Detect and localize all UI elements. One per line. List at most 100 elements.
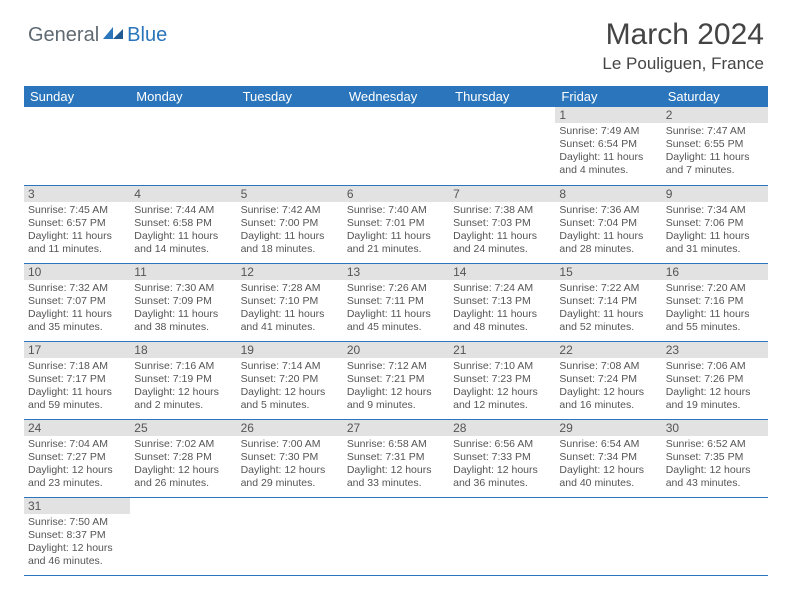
day-number: 8 (555, 186, 661, 202)
calendar-day-cell: 15Sunrise: 7:22 AMSunset: 7:14 PMDayligh… (555, 263, 661, 341)
flag-icon (103, 25, 125, 46)
day-number: 16 (662, 264, 768, 280)
calendar-table: SundayMondayTuesdayWednesdayThursdayFrid… (24, 86, 768, 576)
calendar-day-cell: 6Sunrise: 7:40 AMSunset: 7:01 PMDaylight… (343, 185, 449, 263)
calendar-day-cell: 16Sunrise: 7:20 AMSunset: 7:16 PMDayligh… (662, 263, 768, 341)
calendar-day-cell: 1Sunrise: 7:49 AMSunset: 6:54 PMDaylight… (555, 107, 661, 185)
day-content: Sunrise: 7:34 AMSunset: 7:06 PMDaylight:… (662, 202, 768, 261)
calendar-day-cell: 25Sunrise: 7:02 AMSunset: 7:28 PMDayligh… (130, 419, 236, 497)
calendar-day-cell: 23Sunrise: 7:06 AMSunset: 7:26 PMDayligh… (662, 341, 768, 419)
day-content: Sunrise: 7:30 AMSunset: 7:09 PMDaylight:… (130, 280, 236, 339)
calendar-day-cell: 10Sunrise: 7:32 AMSunset: 7:07 PMDayligh… (24, 263, 130, 341)
calendar-week-row: 3Sunrise: 7:45 AMSunset: 6:57 PMDaylight… (24, 185, 768, 263)
calendar-day-cell: 27Sunrise: 6:58 AMSunset: 7:31 PMDayligh… (343, 419, 449, 497)
calendar-day-cell: 12Sunrise: 7:28 AMSunset: 7:10 PMDayligh… (237, 263, 343, 341)
day-content: Sunrise: 7:12 AMSunset: 7:21 PMDaylight:… (343, 358, 449, 417)
calendar-day-cell: 24Sunrise: 7:04 AMSunset: 7:27 PMDayligh… (24, 419, 130, 497)
day-number: 29 (555, 420, 661, 436)
calendar-day-cell (237, 107, 343, 185)
day-number: 12 (237, 264, 343, 280)
weekday-header: Wednesday (343, 86, 449, 107)
calendar-day-cell: 30Sunrise: 6:52 AMSunset: 7:35 PMDayligh… (662, 419, 768, 497)
day-number: 9 (662, 186, 768, 202)
calendar-day-cell: 3Sunrise: 7:45 AMSunset: 6:57 PMDaylight… (24, 185, 130, 263)
day-number (24, 107, 130, 123)
day-number: 6 (343, 186, 449, 202)
calendar-week-row: 10Sunrise: 7:32 AMSunset: 7:07 PMDayligh… (24, 263, 768, 341)
day-content: Sunrise: 7:28 AMSunset: 7:10 PMDaylight:… (237, 280, 343, 339)
calendar-day-cell (343, 107, 449, 185)
calendar-day-cell (449, 497, 555, 575)
day-number (449, 107, 555, 123)
day-content: Sunrise: 7:02 AMSunset: 7:28 PMDaylight:… (130, 436, 236, 495)
calendar-week-row: 1Sunrise: 7:49 AMSunset: 6:54 PMDaylight… (24, 107, 768, 185)
title-block: March 2024 Le Pouliguen, France (602, 18, 764, 74)
day-content: Sunrise: 7:44 AMSunset: 6:58 PMDaylight:… (130, 202, 236, 261)
day-content: Sunrise: 7:26 AMSunset: 7:11 PMDaylight:… (343, 280, 449, 339)
day-number: 10 (24, 264, 130, 280)
calendar-day-cell: 26Sunrise: 7:00 AMSunset: 7:30 PMDayligh… (237, 419, 343, 497)
day-number: 18 (130, 342, 236, 358)
day-content: Sunrise: 7:40 AMSunset: 7:01 PMDaylight:… (343, 202, 449, 261)
calendar-week-row: 31Sunrise: 7:50 AMSunset: 8:37 PMDayligh… (24, 497, 768, 575)
day-content: Sunrise: 6:52 AMSunset: 7:35 PMDaylight:… (662, 436, 768, 495)
day-number (662, 498, 768, 514)
day-number: 23 (662, 342, 768, 358)
day-number: 2 (662, 107, 768, 123)
day-content: Sunrise: 7:18 AMSunset: 7:17 PMDaylight:… (24, 358, 130, 417)
month-title: March 2024 (602, 18, 764, 52)
day-number: 27 (343, 420, 449, 436)
day-content: Sunrise: 7:47 AMSunset: 6:55 PMDaylight:… (662, 123, 768, 182)
page-header: General Blue March 2024 Le Pouliguen, Fr… (0, 0, 792, 80)
day-number: 24 (24, 420, 130, 436)
day-number: 30 (662, 420, 768, 436)
day-content: Sunrise: 6:56 AMSunset: 7:33 PMDaylight:… (449, 436, 555, 495)
day-number: 19 (237, 342, 343, 358)
day-number: 20 (343, 342, 449, 358)
day-number: 5 (237, 186, 343, 202)
day-number (130, 498, 236, 514)
calendar-day-cell (130, 497, 236, 575)
calendar-day-cell: 11Sunrise: 7:30 AMSunset: 7:09 PMDayligh… (130, 263, 236, 341)
calendar-day-cell: 18Sunrise: 7:16 AMSunset: 7:19 PMDayligh… (130, 341, 236, 419)
calendar-day-cell: 22Sunrise: 7:08 AMSunset: 7:24 PMDayligh… (555, 341, 661, 419)
calendar-day-cell: 19Sunrise: 7:14 AMSunset: 7:20 PMDayligh… (237, 341, 343, 419)
day-content: Sunrise: 7:50 AMSunset: 8:37 PMDaylight:… (24, 514, 130, 573)
logo-text-blue: Blue (127, 24, 167, 47)
calendar-day-cell: 20Sunrise: 7:12 AMSunset: 7:21 PMDayligh… (343, 341, 449, 419)
day-number: 31 (24, 498, 130, 514)
day-number (343, 498, 449, 514)
day-content: Sunrise: 7:08 AMSunset: 7:24 PMDaylight:… (555, 358, 661, 417)
logo: General Blue (28, 24, 167, 47)
calendar-day-cell (662, 497, 768, 575)
day-number: 17 (24, 342, 130, 358)
day-content: Sunrise: 7:38 AMSunset: 7:03 PMDaylight:… (449, 202, 555, 261)
weekday-header-row: SundayMondayTuesdayWednesdayThursdayFrid… (24, 86, 768, 107)
day-number: 25 (130, 420, 236, 436)
day-content: Sunrise: 7:45 AMSunset: 6:57 PMDaylight:… (24, 202, 130, 261)
day-number (237, 107, 343, 123)
calendar-day-cell: 4Sunrise: 7:44 AMSunset: 6:58 PMDaylight… (130, 185, 236, 263)
weekday-header: Tuesday (237, 86, 343, 107)
day-content: Sunrise: 7:32 AMSunset: 7:07 PMDaylight:… (24, 280, 130, 339)
calendar-day-cell: 14Sunrise: 7:24 AMSunset: 7:13 PMDayligh… (449, 263, 555, 341)
day-content: Sunrise: 7:16 AMSunset: 7:19 PMDaylight:… (130, 358, 236, 417)
calendar-day-cell: 9Sunrise: 7:34 AMSunset: 7:06 PMDaylight… (662, 185, 768, 263)
day-number: 22 (555, 342, 661, 358)
calendar-day-cell (555, 497, 661, 575)
day-number (449, 498, 555, 514)
day-content: Sunrise: 7:04 AMSunset: 7:27 PMDaylight:… (24, 436, 130, 495)
weekday-header: Sunday (24, 86, 130, 107)
calendar-day-cell (130, 107, 236, 185)
day-content: Sunrise: 7:10 AMSunset: 7:23 PMDaylight:… (449, 358, 555, 417)
day-number (237, 498, 343, 514)
day-content: Sunrise: 7:20 AMSunset: 7:16 PMDaylight:… (662, 280, 768, 339)
calendar-day-cell: 13Sunrise: 7:26 AMSunset: 7:11 PMDayligh… (343, 263, 449, 341)
day-number: 15 (555, 264, 661, 280)
day-number: 7 (449, 186, 555, 202)
calendar-week-row: 24Sunrise: 7:04 AMSunset: 7:27 PMDayligh… (24, 419, 768, 497)
day-number: 21 (449, 342, 555, 358)
calendar-day-cell: 17Sunrise: 7:18 AMSunset: 7:17 PMDayligh… (24, 341, 130, 419)
weekday-header: Thursday (449, 86, 555, 107)
day-number: 28 (449, 420, 555, 436)
